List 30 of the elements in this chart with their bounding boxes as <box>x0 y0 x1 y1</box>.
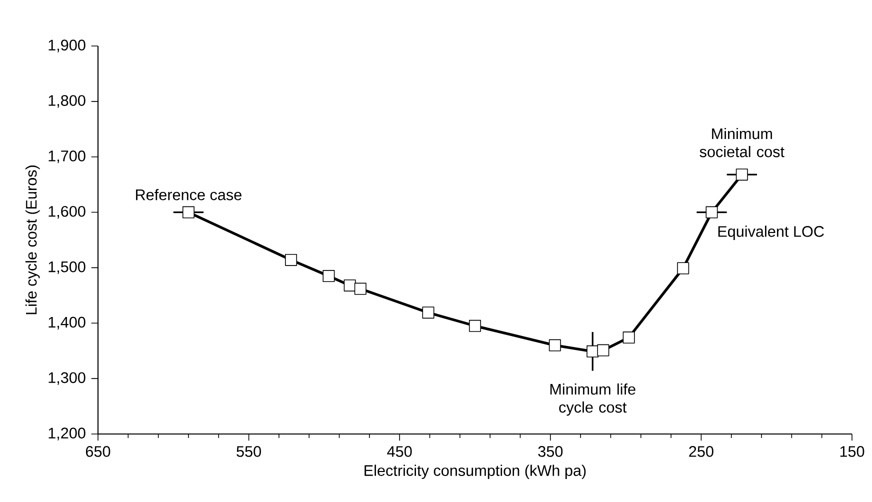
x-tick-label: 250 <box>689 446 714 457</box>
y-tick-label: 1,900 <box>48 40 86 52</box>
x-tick-label: 650 <box>86 446 110 457</box>
point <box>344 279 356 292</box>
x-axis-title: Electricity consumption (kWh pa) <box>364 464 586 479</box>
y-tick-label: 1,700 <box>48 150 86 164</box>
y-tick-label: 1,500 <box>48 261 86 274</box>
y-axis-title: Life cycle cost (Euros) <box>25 166 40 314</box>
y-tick-label: 1,800 <box>48 95 86 108</box>
x-tick-label: 450 <box>387 446 412 457</box>
annotation: Minimum life cycle cost <box>550 383 636 416</box>
point <box>597 344 610 356</box>
point <box>285 254 298 266</box>
y-tick-label: 1,600 <box>48 206 86 219</box>
annotation: Reference case <box>136 189 242 200</box>
y-tick-label: 1,200 <box>48 428 86 440</box>
point <box>548 339 561 352</box>
x-tick-label: 350 <box>538 446 563 457</box>
y-tick-label: 1,400 <box>48 316 86 330</box>
x-tick-label: 150 <box>840 446 864 457</box>
point <box>322 270 335 282</box>
annotation: Minimum societal cost <box>700 128 784 158</box>
point <box>354 282 366 295</box>
annotation: Equivalent LOC <box>718 226 824 240</box>
point <box>422 306 434 319</box>
point <box>677 262 690 274</box>
point <box>622 332 635 344</box>
point <box>468 320 481 332</box>
x-tick-label: 550 <box>236 446 261 457</box>
y-tick-label: 1,300 <box>48 372 86 385</box>
